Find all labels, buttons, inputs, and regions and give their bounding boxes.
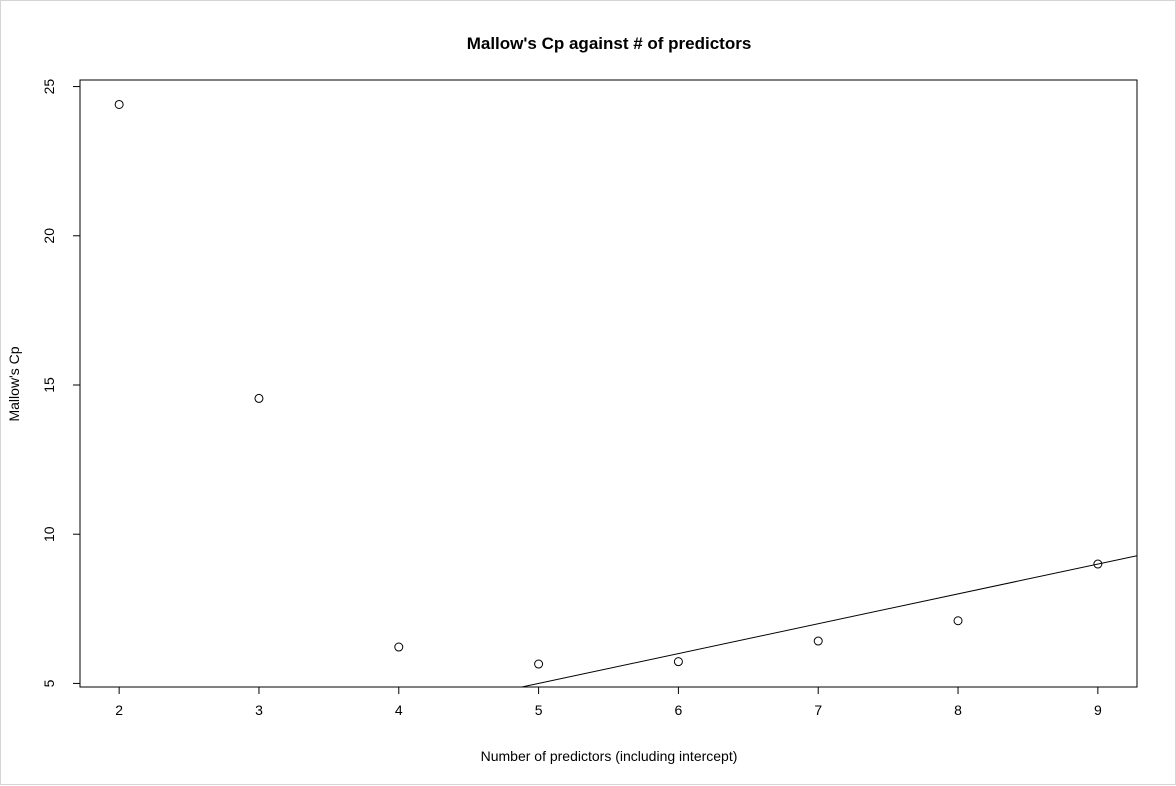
data-point (813, 636, 823, 646)
y-tick-label: 10 (41, 526, 57, 542)
data-point (254, 393, 264, 403)
y-tick-label: 5 (41, 679, 57, 687)
x-tick-label: 4 (395, 702, 403, 718)
data-point (673, 657, 683, 667)
x-tick-label: 5 (535, 702, 543, 718)
data-point (1093, 559, 1103, 569)
plot-box (79, 79, 1138, 688)
x-tick-label: 9 (1094, 702, 1102, 718)
y-axis-title: Mallow's Cp (6, 346, 22, 421)
data-point (394, 642, 404, 652)
x-tick-label: 3 (255, 702, 263, 718)
data-point (953, 616, 963, 626)
y-tick-label: 15 (41, 377, 57, 393)
chart-title: Mallow's Cp against # of predictors (467, 34, 752, 53)
x-tick-label: 8 (954, 702, 962, 718)
data-point (534, 659, 544, 669)
x-tick-label: 6 (675, 702, 683, 718)
y-tick-label: 20 (41, 228, 57, 244)
data-point (114, 99, 124, 109)
y-tick-label: 25 (41, 79, 57, 95)
x-tick-label: 7 (814, 702, 822, 718)
x-tick-label: 2 (115, 702, 123, 718)
x-axis-title: Number of predictors (including intercep… (481, 748, 738, 764)
plot-area: 2 3 4 5 6 7 8 9 5 10 15 20 25 (41, 79, 1138, 718)
reference-line (519, 555, 1137, 687)
